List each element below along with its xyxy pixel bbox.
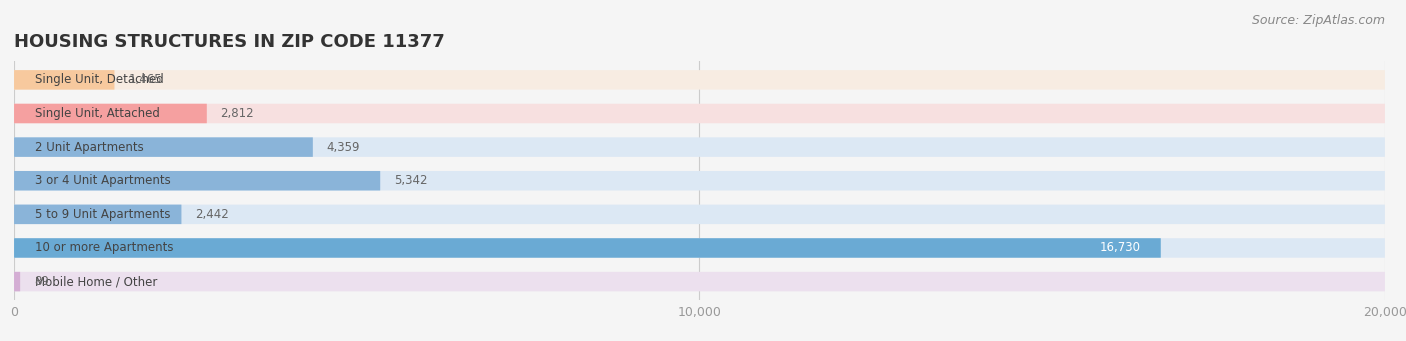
FancyBboxPatch shape	[14, 104, 207, 123]
FancyBboxPatch shape	[14, 137, 1385, 157]
FancyBboxPatch shape	[14, 137, 314, 157]
FancyBboxPatch shape	[14, 272, 20, 291]
Text: 5,342: 5,342	[394, 174, 427, 187]
FancyBboxPatch shape	[14, 70, 1385, 90]
FancyBboxPatch shape	[14, 238, 1161, 258]
Text: Single Unit, Attached: Single Unit, Attached	[35, 107, 159, 120]
Text: 2,442: 2,442	[195, 208, 229, 221]
Text: 2 Unit Apartments: 2 Unit Apartments	[35, 140, 143, 153]
Text: 4,359: 4,359	[326, 140, 360, 153]
Text: 89: 89	[34, 275, 49, 288]
Text: 2,812: 2,812	[221, 107, 254, 120]
Text: 1,465: 1,465	[128, 73, 162, 86]
FancyBboxPatch shape	[14, 70, 114, 90]
FancyBboxPatch shape	[14, 205, 1385, 224]
FancyBboxPatch shape	[14, 171, 380, 191]
FancyBboxPatch shape	[14, 171, 1385, 191]
FancyBboxPatch shape	[14, 272, 1385, 291]
FancyBboxPatch shape	[14, 238, 1385, 258]
Text: Mobile Home / Other: Mobile Home / Other	[35, 275, 157, 288]
Text: 3 or 4 Unit Apartments: 3 or 4 Unit Apartments	[35, 174, 170, 187]
FancyBboxPatch shape	[14, 205, 181, 224]
Text: HOUSING STRUCTURES IN ZIP CODE 11377: HOUSING STRUCTURES IN ZIP CODE 11377	[14, 33, 444, 51]
Text: 5 to 9 Unit Apartments: 5 to 9 Unit Apartments	[35, 208, 170, 221]
FancyBboxPatch shape	[14, 104, 1385, 123]
Text: Single Unit, Detached: Single Unit, Detached	[35, 73, 163, 86]
Text: Source: ZipAtlas.com: Source: ZipAtlas.com	[1251, 14, 1385, 27]
Text: 10 or more Apartments: 10 or more Apartments	[35, 241, 173, 254]
Text: 16,730: 16,730	[1099, 241, 1140, 254]
